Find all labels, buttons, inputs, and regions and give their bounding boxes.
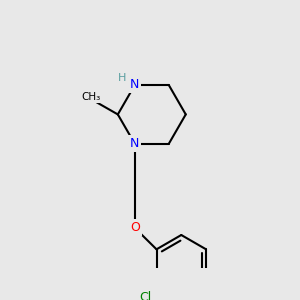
Text: O: O [130, 221, 140, 234]
Text: CH₃: CH₃ [81, 92, 101, 101]
Text: N: N [130, 137, 140, 150]
Text: Cl: Cl [140, 291, 152, 300]
Text: N: N [130, 79, 140, 92]
Text: H: H [118, 73, 127, 83]
